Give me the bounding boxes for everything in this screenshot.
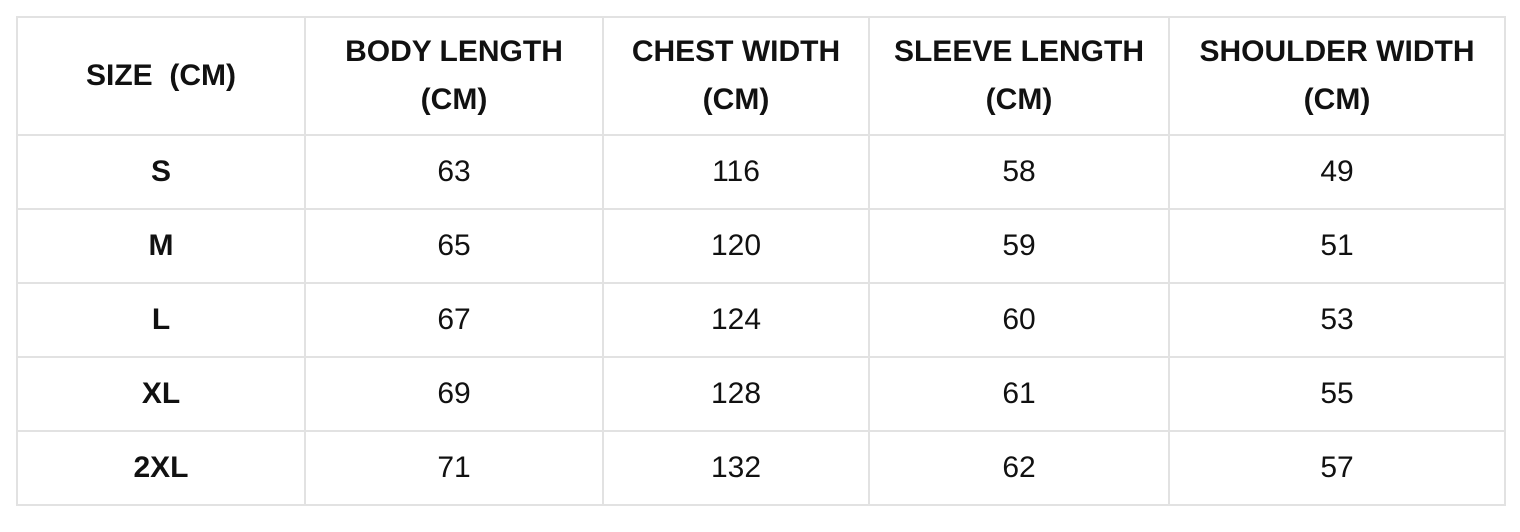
measure-cell: 132 <box>602 430 870 506</box>
header-cell: BODY LENGTH (CM) <box>304 16 604 136</box>
measure-cell: 67 <box>304 282 604 358</box>
measure-cell: 116 <box>602 134 870 210</box>
table-row: 2XL 71 132 62 57 <box>16 430 1506 506</box>
measure-cell: 69 <box>304 356 604 432</box>
measure-cell: 60 <box>868 282 1170 358</box>
measure-cell: 71 <box>304 430 604 506</box>
measure-cell: 53 <box>1168 282 1506 358</box>
header-row: SIZE (CM) BODY LENGTH (CM) CHEST WIDTH (CM… <box>16 16 1506 136</box>
measure-cell: 57 <box>1168 430 1506 506</box>
measure-cell: 59 <box>868 208 1170 284</box>
table-body: S 63 116 58 49 M 65 120 59 51 L 67 124 60 53 XL 69 128 61 5… <box>16 134 1506 506</box>
header-cell: CHEST WIDTH (CM) <box>602 16 870 136</box>
measure-cell: 49 <box>1168 134 1506 210</box>
table-row: S 63 116 58 49 <box>16 134 1506 210</box>
measure-cell: 62 <box>868 430 1170 506</box>
measure-cell: 58 <box>868 134 1170 210</box>
measure-cell: 51 <box>1168 208 1506 284</box>
measure-cell: 61 <box>868 356 1170 432</box>
measure-cell: 65 <box>304 208 604 284</box>
header-cell: SLEEVE LENGTH (CM) <box>868 16 1170 136</box>
size-cell: M <box>16 208 306 284</box>
size-cell: 2XL <box>16 430 306 506</box>
table-head: SIZE (CM) BODY LENGTH (CM) CHEST WIDTH (CM… <box>16 16 1506 136</box>
table-row: L 67 124 60 53 <box>16 282 1506 358</box>
header-cell: SIZE (CM) <box>16 16 306 136</box>
measure-cell: 124 <box>602 282 870 358</box>
size-cell: L <box>16 282 306 358</box>
measure-cell: 128 <box>602 356 870 432</box>
size-cell: S <box>16 134 306 210</box>
size-cell: XL <box>16 356 306 432</box>
size-table: SIZE (CM) BODY LENGTH (CM) CHEST WIDTH (CM… <box>16 16 1506 506</box>
measure-cell: 120 <box>602 208 870 284</box>
measure-cell: 55 <box>1168 356 1506 432</box>
table-row: XL 69 128 61 55 <box>16 356 1506 432</box>
measure-cell: 63 <box>304 134 604 210</box>
table-row: M 65 120 59 51 <box>16 208 1506 284</box>
header-cell: SHOULDER WIDTH (CM) <box>1168 16 1506 136</box>
